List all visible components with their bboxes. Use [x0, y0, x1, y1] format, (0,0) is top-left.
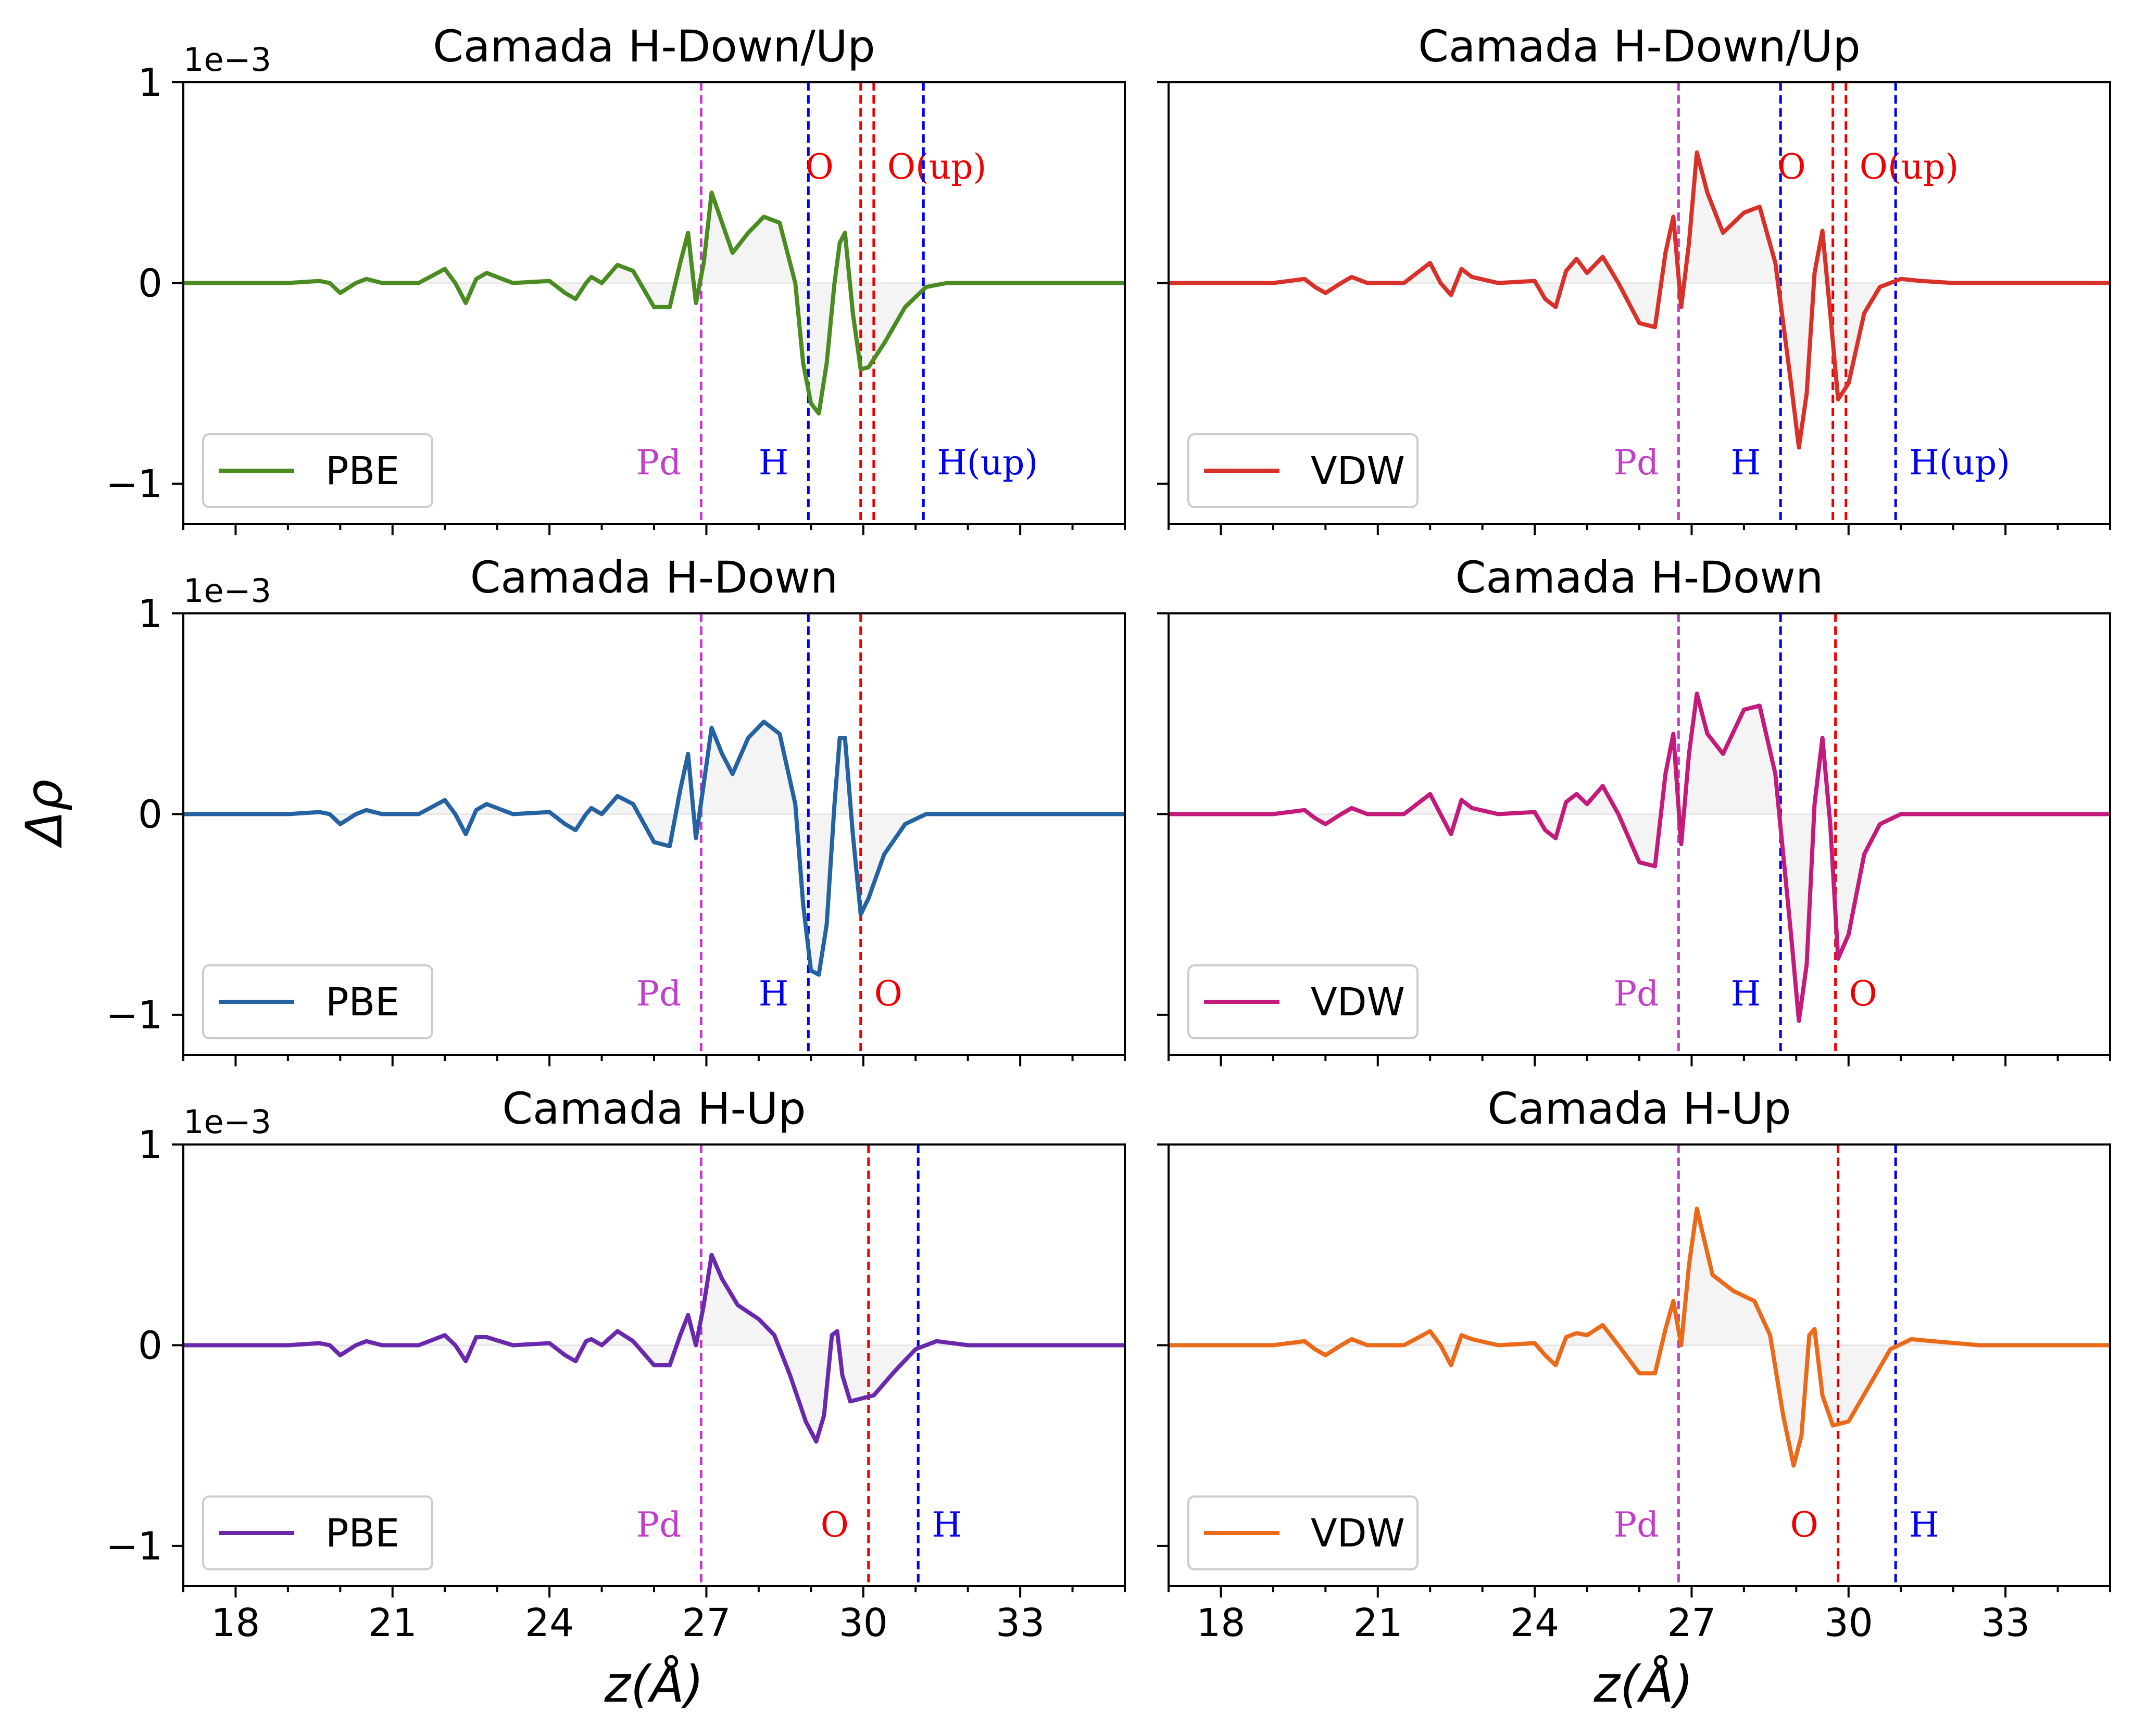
y-offset-label: 1e−3 [183, 1103, 271, 1141]
area-fill [183, 1255, 1125, 1442]
y-tick-label: −1 [106, 993, 162, 1038]
area-fill [1169, 152, 2110, 448]
y-offset-label: 1e−3 [183, 572, 271, 610]
y-tick-label: −1 [106, 1524, 162, 1569]
y-tick-label: −1 [106, 462, 162, 507]
panels: Pd H O O(up) H(up) −1 0 1 1e−3 Camada H-Down/Up PB… [106, 21, 2111, 1645]
x-tick-label: 30 [839, 1601, 888, 1645]
marker-label-Pd: Pd [636, 1505, 682, 1545]
marker-label-Pd: Pd [1614, 1505, 1659, 1545]
y-tick-label: 0 [138, 792, 162, 837]
panel-top-right: Pd H O O(up) H(up) Camada H-Down/Up VDW [1157, 21, 2111, 535]
panel-bottom-right: Pd O H 18 21 24 27 30 33 Camada H-Up VDW [1157, 1083, 2111, 1645]
panel-title: Camada H-Down/Up [433, 21, 875, 72]
marker-label-O: O [1790, 1505, 1818, 1545]
panel-title: Camada H-Up [502, 1083, 806, 1134]
x-tick-label: 18 [1196, 1601, 1245, 1645]
panel-title: Camada H-Up [1487, 1083, 1791, 1134]
legend-label: VDW [1311, 980, 1405, 1025]
marker-label-O(up): O(up) [1860, 147, 1959, 187]
legend-label: PBE [325, 449, 399, 494]
legend-label: PBE [325, 980, 399, 1025]
marker-label-H: H [932, 1505, 962, 1545]
marker-label-O(up): O(up) [887, 147, 986, 187]
legend-box [1187, 1495, 1419, 1570]
panel-title: Camada H-Down/Up [1418, 21, 1861, 72]
marker-label-H(up): H(up) [937, 443, 1038, 483]
legend-box [1187, 964, 1419, 1039]
area-fill [1169, 1209, 2110, 1466]
marker-label-H(up): H(up) [1909, 443, 2010, 483]
x-axis-label-right: z(Å) [1594, 1655, 1693, 1714]
panel-bottom-left: Pd O H 18 21 24 27 30 33 −1 0 1 1e−3 Camada H-Up PBE [106, 1083, 1126, 1645]
legend-box [202, 1495, 433, 1570]
legend-label: VDW [1311, 1511, 1405, 1556]
x-tick-label: 21 [1353, 1601, 1402, 1645]
legend-label: VDW [1311, 449, 1405, 494]
x-tick-label: 33 [996, 1601, 1045, 1645]
marker-label-O: O [1778, 147, 1806, 187]
marker-label-H: H [759, 974, 789, 1014]
x-tick-label: 21 [368, 1601, 417, 1645]
panel-title: Camada H-Down [470, 552, 838, 603]
marker-label-O: O [806, 147, 834, 187]
x-tick-label: 24 [525, 1601, 574, 1645]
series-line-VDW [1169, 1206, 2110, 1468]
marker-label-H: H [759, 443, 789, 483]
series-line-PBE [183, 1253, 1125, 1444]
panel-title: Camada H-Down [1456, 552, 1823, 603]
x-tick-label: 24 [1510, 1601, 1559, 1645]
legend-box [202, 433, 433, 508]
legend-box [202, 964, 433, 1039]
y-tick-label: 1 [138, 1123, 162, 1167]
series-line-VDW [1169, 150, 2110, 450]
y-axis-label: Δρ [15, 779, 73, 849]
x-tick-label: 33 [1981, 1601, 2030, 1645]
panel-top-left: Pd H O O(up) H(up) −1 0 1 1e−3 Camada H-Down/Up PB… [106, 21, 1126, 535]
marker-label-Pd: Pd [1614, 443, 1659, 483]
x-tick-label: 27 [1667, 1601, 1716, 1645]
x-tick-label: 30 [1824, 1601, 1873, 1645]
series-line-PBE [183, 191, 1125, 416]
marker-label-Pd: Pd [1614, 974, 1659, 1014]
y-tick-label: 0 [138, 261, 162, 306]
marker-label-Pd: Pd [636, 443, 682, 483]
x-axis-label-left: z(Å) [604, 1655, 704, 1714]
series-line-PBE [183, 720, 1125, 977]
series-line-VDW [1169, 691, 2110, 1023]
area-fill [183, 722, 1125, 975]
y-tick-label: 0 [138, 1323, 162, 1368]
marker-label-O: O [874, 974, 902, 1014]
marker-label-H: H [1731, 974, 1761, 1014]
panel-middle-right: Pd H O Camada H-Down VDW [1157, 552, 2111, 1066]
marker-label-O: O [821, 1505, 849, 1545]
panel-middle-left: Pd H O −1 0 1 1e−3 Camada H-Down PBE [106, 552, 1126, 1066]
legend-label: PBE [325, 1511, 399, 1556]
y-offset-label: 1e−3 [183, 41, 271, 79]
y-tick-label: 1 [138, 60, 162, 105]
x-tick-label: 18 [211, 1601, 260, 1645]
x-tick-label: 27 [682, 1601, 731, 1645]
marker-label-O: O [1849, 974, 1877, 1014]
legend-box [1187, 433, 1419, 508]
y-tick-label: 1 [138, 592, 162, 636]
marker-label-H: H [1731, 443, 1761, 483]
marker-label-H: H [1909, 1505, 1939, 1545]
marker-label-Pd: Pd [636, 974, 682, 1014]
